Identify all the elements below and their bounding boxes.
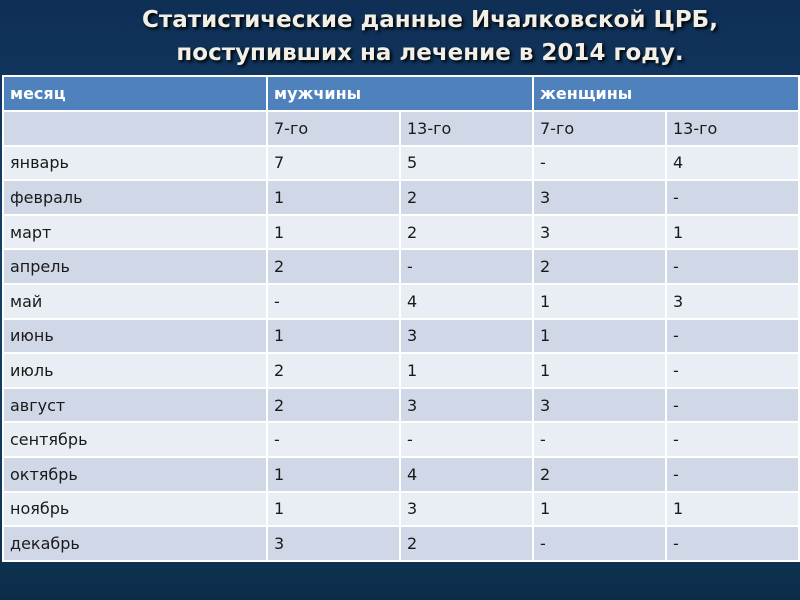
value-cell: 3 xyxy=(399,317,534,355)
value-cell: 3 xyxy=(532,386,667,424)
value-cell: 1 xyxy=(532,352,667,389)
value-cell: - xyxy=(665,179,800,216)
value-cell: 1 xyxy=(532,282,667,320)
value-cell: 2 xyxy=(399,525,534,562)
value-cell: 4 xyxy=(399,455,534,493)
table-row: февраль 1 2 3- xyxy=(2,179,800,216)
table-row: март 1 2 3 1 xyxy=(2,213,800,251)
value-cell: 2 xyxy=(399,179,534,216)
value-cell: 1 xyxy=(266,213,401,251)
table-row: август 2 3 3- xyxy=(2,386,800,424)
month-cell: октябрь xyxy=(2,455,268,493)
value-cell: 4 xyxy=(665,144,800,182)
header-month: месяц xyxy=(2,75,268,112)
value-cell: - xyxy=(665,317,800,355)
value-cell: - xyxy=(399,248,534,285)
month-cell: декабрь xyxy=(2,525,268,562)
value-cell: - xyxy=(532,525,667,562)
table-row: июль 2 1 1- xyxy=(2,352,800,389)
value-cell: 7 xyxy=(266,144,401,182)
month-cell: февраль xyxy=(2,179,268,216)
table-row: ноябрь 1 3 1 1 xyxy=(2,490,800,528)
value-cell: 1 xyxy=(665,490,800,528)
header-row: месяц мужчины женщины xyxy=(2,75,800,112)
subheader-cell xyxy=(2,110,268,147)
value-cell: 2 xyxy=(532,248,667,285)
month-cell: сентябрь xyxy=(2,421,268,458)
value-cell: - xyxy=(532,144,667,182)
month-cell: апрель xyxy=(2,248,268,285)
value-cell: 3 xyxy=(399,490,534,528)
value-cell: 5 xyxy=(399,144,534,182)
subheader-cell: 13-го xyxy=(399,110,534,147)
month-cell: март xyxy=(2,213,268,251)
month-cell: август xyxy=(2,386,268,424)
month-cell: ноябрь xyxy=(2,490,268,528)
table-row: сентябрь - - - - xyxy=(2,421,800,458)
value-cell: 2 xyxy=(266,248,401,285)
value-cell: 3 xyxy=(399,386,534,424)
value-cell: - xyxy=(266,421,401,458)
table-row: октябрь 1 4 2- xyxy=(2,455,800,493)
value-cell: - xyxy=(665,525,800,562)
table-row: июнь 1 3 1- xyxy=(2,317,800,355)
table-row: декабрь 3 2- - xyxy=(2,525,800,562)
slide-title: Статистические данные Ичалковской ЦРБ, п… xyxy=(0,4,800,70)
value-cell: 1 xyxy=(266,490,401,528)
month-cell: январь xyxy=(2,144,268,182)
value-cell: 3 xyxy=(532,213,667,251)
table-row: апрель 2-2- xyxy=(2,248,800,285)
value-cell: - xyxy=(665,248,800,285)
value-cell: 1 xyxy=(532,490,667,528)
value-cell: 2 xyxy=(532,455,667,493)
value-cell: 3 xyxy=(266,525,401,562)
subheader-cell: 7-го xyxy=(532,110,667,147)
value-cell: 2 xyxy=(266,352,401,389)
value-cell: 1 xyxy=(266,455,401,493)
value-cell: 2 xyxy=(399,213,534,251)
value-cell: 4 xyxy=(399,282,534,320)
value-cell: - xyxy=(665,455,800,493)
month-cell: июнь xyxy=(2,317,268,355)
value-cell: 1 xyxy=(266,179,401,216)
title-line-2: поступивших на лечение в 2014 году. xyxy=(176,40,684,66)
month-cell: июль xyxy=(2,352,268,389)
header-women: женщины xyxy=(532,75,800,112)
value-cell: 3 xyxy=(532,179,667,216)
value-cell: - xyxy=(532,421,667,458)
subheader-cell: 13-го xyxy=(665,110,800,147)
value-cell: - xyxy=(665,421,800,458)
month-cell: май xyxy=(2,282,268,320)
value-cell: 1 xyxy=(266,317,401,355)
value-cell: 1 xyxy=(665,213,800,251)
value-cell: 1 xyxy=(399,352,534,389)
value-cell: 1 xyxy=(532,317,667,355)
value-cell: 2 xyxy=(266,386,401,424)
value-cell: - xyxy=(399,421,534,458)
value-cell: - xyxy=(665,352,800,389)
value-cell: - xyxy=(665,386,800,424)
title-line-1: Статистические данные Ичалковской ЦРБ, xyxy=(142,7,718,33)
value-cell: 3 xyxy=(665,282,800,320)
table-row: май -4 1 3 xyxy=(2,282,800,320)
statistics-table: месяц мужчины женщины 7-го 13-го 7-го 13… xyxy=(2,75,800,562)
value-cell: - xyxy=(266,282,401,320)
table-row: январь 7 5-4 xyxy=(2,144,800,182)
subheader-row: 7-го 13-го 7-го 13-го xyxy=(2,110,800,147)
header-men: мужчины xyxy=(266,75,534,112)
subheader-cell: 7-го xyxy=(266,110,401,147)
